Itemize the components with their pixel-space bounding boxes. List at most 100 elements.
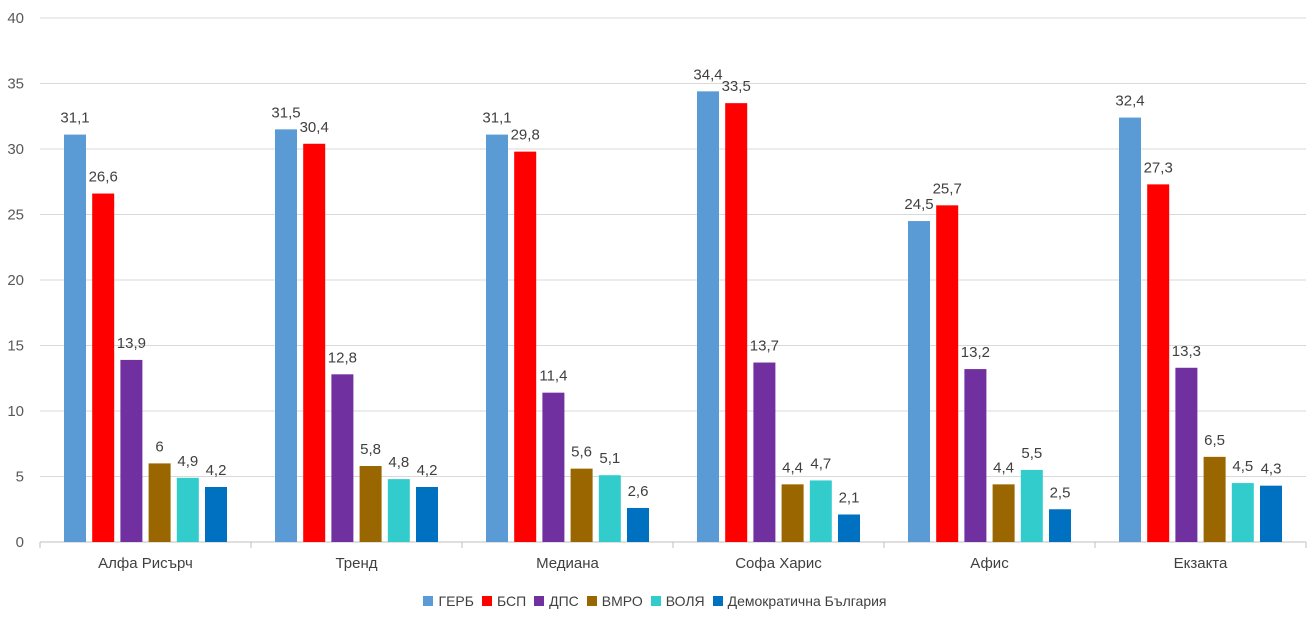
data-label: 5,5: [1021, 445, 1042, 462]
bar: [781, 484, 804, 542]
bar: [1203, 456, 1226, 542]
bar: [964, 369, 987, 542]
bar: [908, 221, 930, 543]
data-label: 5,6: [571, 444, 592, 461]
bar: [416, 486, 438, 542]
data-label: 13,9: [117, 335, 146, 352]
legend-item: БСП: [481, 593, 527, 609]
y-tick-label: 30: [7, 141, 24, 158]
data-label: 4,5: [1232, 458, 1253, 475]
data-label: 31,1: [60, 110, 89, 127]
bar: [92, 193, 115, 543]
legend-item: Демократична България: [712, 593, 887, 609]
bar: [387, 479, 410, 542]
bar: [542, 392, 565, 542]
data-label: 5,1: [599, 450, 620, 467]
data-label: 4,8: [388, 454, 409, 471]
bar: [1020, 469, 1043, 542]
bar: [992, 484, 1015, 542]
x-category-label: Медиана: [536, 555, 599, 572]
data-label: 11,4: [539, 368, 567, 385]
data-label: 26,6: [89, 169, 118, 186]
data-label: 29,8: [511, 127, 540, 144]
bar: [1175, 367, 1198, 542]
data-label: 4,9: [177, 453, 198, 470]
data-label: 2,1: [839, 489, 860, 506]
y-tick-label: 40: [7, 10, 24, 27]
chart-legend: ГЕРБ БСП ДПС ВМРО ВОЛЯ Демократична България: [0, 591, 1310, 611]
y-tick-label: 35: [7, 76, 24, 93]
data-label: 5,8: [360, 441, 381, 458]
bar: [486, 134, 508, 542]
data-label: 6: [155, 438, 163, 455]
bar: [598, 475, 621, 542]
bar: [809, 480, 832, 542]
legend-swatch: [712, 596, 723, 606]
legend-item: ВОЛЯ: [650, 593, 705, 609]
x-category-label: Екзакта: [1174, 555, 1228, 572]
legend-label: БСП: [496, 593, 527, 609]
bar: [753, 362, 776, 542]
legend-swatch: [586, 596, 597, 606]
bar: [1260, 485, 1282, 542]
legend-label: ВОЛЯ: [665, 593, 705, 609]
bar: [697, 91, 719, 543]
data-label: 13,7: [750, 338, 779, 355]
data-label: 2,5: [1050, 484, 1071, 501]
bar: [1049, 509, 1071, 542]
bar: [1119, 117, 1141, 542]
data-label: 4,2: [206, 462, 227, 479]
legend-item: ДПС: [534, 593, 579, 609]
x-category-label: Афис: [970, 555, 1009, 572]
bar: [514, 151, 537, 542]
legend-swatch: [534, 596, 545, 606]
bar: [176, 477, 199, 542]
data-label: 4,7: [810, 455, 831, 472]
data-label: 31,1: [482, 110, 511, 127]
bar: [936, 205, 959, 542]
data-label: 27,3: [1144, 159, 1173, 176]
legend-label: ВМРО: [601, 593, 643, 609]
legend-label: ГЕРБ: [438, 593, 474, 609]
x-category-label: Алфа Рисърч: [98, 555, 193, 572]
bar: [205, 486, 227, 542]
y-tick-label: 15: [7, 338, 24, 355]
data-label: 13,3: [1172, 343, 1201, 360]
data-label: 13,2: [961, 344, 990, 361]
bar: [838, 514, 860, 542]
legend-label: Демократична България: [727, 593, 887, 609]
data-label: 4,4: [993, 459, 1014, 476]
legend-swatch: [481, 596, 492, 606]
data-label: 2,6: [628, 483, 649, 500]
data-label: 24,5: [904, 196, 933, 213]
data-label: 34,4: [693, 66, 722, 83]
bar: [1147, 184, 1170, 542]
data-label: 32,4: [1115, 93, 1144, 110]
bar: [303, 143, 326, 542]
bar: [1231, 483, 1254, 542]
legend-label: ДПС: [549, 593, 579, 609]
data-label: 31,5: [271, 104, 300, 121]
y-tick-label: 0: [16, 534, 24, 551]
bar: [331, 374, 354, 542]
x-category-label: Тренд: [335, 555, 377, 572]
y-tick-label: 10: [7, 403, 24, 420]
data-label: 25,7: [933, 180, 962, 197]
bar: [570, 468, 593, 542]
bar: [359, 466, 382, 542]
data-label: 33,5: [722, 78, 751, 95]
legend-swatch: [423, 596, 434, 606]
bar: [725, 103, 748, 543]
data-label: 6,5: [1204, 432, 1225, 449]
bar-chart: 0 5 10 15 20 25 30 35 40 31,1 26,6 13,9 6 4,9 4,2 Алфа …: [7, 10, 1307, 572]
data-label: 30,4: [300, 119, 329, 136]
bar: [627, 507, 649, 542]
bar: [64, 134, 86, 542]
bar: [148, 463, 171, 542]
data-label: 4,4: [782, 459, 803, 476]
x-category-label: Софа Харис: [735, 555, 822, 572]
legend-swatch: [650, 596, 661, 606]
data-label: 12,8: [328, 349, 357, 366]
legend-item: ГЕРБ: [423, 593, 474, 609]
bar: [275, 129, 297, 542]
